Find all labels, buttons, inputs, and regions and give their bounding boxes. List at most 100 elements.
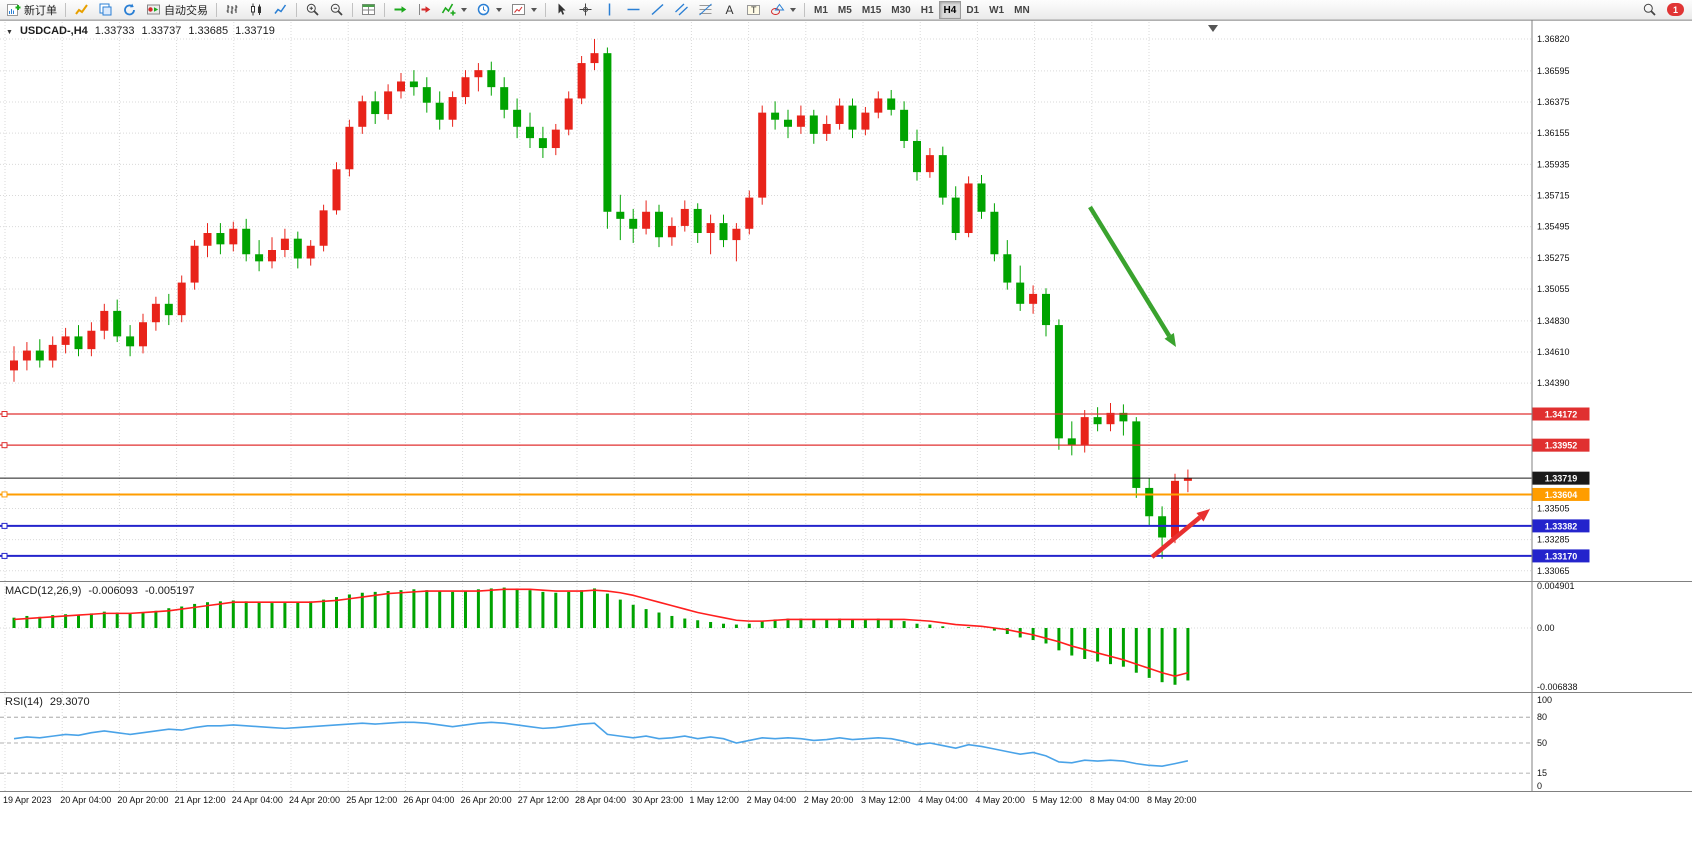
time-axis-label[interactable]: 3 May 12:00: [861, 795, 911, 805]
support-line-1-handle[interactable]: [1, 522, 8, 529]
price-axis-label[interactable]: 1.35055: [1537, 284, 1570, 294]
chart-canvas[interactable]: 19 Apr 2023 20 Apr 04:00 20 Apr 20:00 21 Ap…: [0, 20, 1692, 851]
time-axis-label[interactable]: 5 May 12:00: [1033, 795, 1083, 805]
trendline-icon: [651, 3, 664, 16]
crosshair-button[interactable]: [574, 1, 597, 19]
timeframe-mn-button[interactable]: MN: [1009, 1, 1035, 19]
channel-button[interactable]: [670, 1, 693, 19]
timeframe-h1-button[interactable]: H1: [916, 1, 939, 19]
support-line-2-handle[interactable]: [1, 552, 8, 559]
timeframe-h4-button[interactable]: H4: [938, 1, 962, 20]
time-axis-label[interactable]: 28 Apr 04:00: [575, 795, 626, 805]
price-axis-label[interactable]: 1.35935: [1537, 159, 1570, 169]
autotrading-button[interactable]: 自动交易: [142, 1, 212, 19]
periods-button[interactable]: [472, 1, 506, 19]
rsi-axis-label[interactable]: 0: [1537, 781, 1542, 791]
timeframe-m5-button[interactable]: M5: [833, 1, 857, 19]
candle-body: [474, 70, 483, 78]
price-axis-label[interactable]: 1.35715: [1537, 190, 1570, 200]
rsi-axis-label[interactable]: 15: [1537, 768, 1547, 778]
notification-badge[interactable]: 1: [1667, 3, 1684, 16]
auto-scroll-button[interactable]: [389, 1, 412, 19]
time-axis-label[interactable]: 21 Apr 12:00: [175, 795, 226, 805]
text-button[interactable]: A: [718, 1, 741, 19]
price-axis-label[interactable]: 1.34390: [1537, 378, 1570, 388]
horizontal-line-button[interactable]: [622, 1, 645, 19]
line-chart-button[interactable]: [269, 1, 292, 19]
rsi-axis-label[interactable]: 100: [1537, 695, 1552, 705]
price-axis-label[interactable]: 1.33285: [1537, 535, 1570, 545]
ohlc-open-value: 1.33733: [94, 25, 135, 37]
time-axis-label[interactable]: 30 Apr 23:00: [632, 795, 683, 805]
cursor-button[interactable]: [550, 1, 573, 19]
timeframe-w1-button[interactable]: W1: [984, 1, 1009, 19]
time-axis-label[interactable]: 20 Apr 20:00: [117, 795, 168, 805]
vertical-line-button[interactable]: [598, 1, 621, 19]
indicators-button[interactable]: [437, 1, 471, 19]
price-axis-label[interactable]: 1.36595: [1537, 66, 1570, 76]
timeframe-m1-button[interactable]: M1: [809, 1, 833, 19]
time-axis-label[interactable]: 2 May 20:00: [804, 795, 854, 805]
time-axis-label[interactable]: 4 May 04:00: [918, 795, 968, 805]
price-axis-label[interactable]: 1.33065: [1537, 566, 1570, 576]
candle-body: [1080, 417, 1089, 446]
macd-axis-label[interactable]: -0.006838: [1537, 682, 1578, 692]
symbol-dropdown-icon[interactable]: ▼: [6, 29, 13, 36]
candlestick-chart-button[interactable]: [245, 1, 268, 19]
search-button[interactable]: [1638, 1, 1661, 19]
price-axis-label[interactable]: 1.33505: [1537, 503, 1570, 513]
zoom-out-button[interactable]: [325, 1, 348, 19]
chart-shift-button[interactable]: [413, 1, 436, 19]
time-axis-label[interactable]: 19 Apr 2023: [3, 795, 52, 805]
time-axis-label[interactable]: 27 Apr 12:00: [518, 795, 569, 805]
timeframe-d1-button[interactable]: D1: [961, 1, 984, 19]
time-axis-label[interactable]: 1 May 12:00: [689, 795, 739, 805]
macd-axis-label[interactable]: 0.00: [1537, 623, 1555, 633]
label-button[interactable]: T: [742, 1, 765, 19]
time-axis-label[interactable]: 26 Apr 20:00: [461, 795, 512, 805]
time-axis-label[interactable]: 26 Apr 04:00: [403, 795, 454, 805]
data-window-button[interactable]: [94, 1, 117, 19]
candle-body: [139, 322, 147, 347]
bar-chart-button[interactable]: [221, 1, 244, 19]
bar-chart-icon: [226, 5, 238, 14]
refresh-button[interactable]: [118, 1, 141, 19]
time-axis-label[interactable]: 24 Apr 04:00: [232, 795, 283, 805]
candle-body: [500, 87, 509, 110]
resistance-line-1-handle[interactable]: [1, 411, 8, 418]
templates-button[interactable]: [507, 1, 541, 19]
rsi-axis-label[interactable]: 80: [1537, 712, 1547, 722]
green-trend-arrow[interactable]: [1088, 205, 1172, 338]
time-axis-label[interactable]: 8 May 04:00: [1090, 795, 1140, 805]
time-axis-label[interactable]: 20 Apr 04:00: [60, 795, 111, 805]
price-axis-label[interactable]: 1.34830: [1537, 316, 1570, 326]
time-axis-label[interactable]: 8 May 20:00: [1147, 795, 1197, 805]
rsi-axis-label[interactable]: 50: [1537, 738, 1547, 748]
market-watch-button[interactable]: [70, 1, 93, 19]
red-bounce-arrow[interactable]: [1150, 515, 1202, 559]
trendline-button[interactable]: [646, 1, 669, 19]
chart-shift-marker[interactable]: [1208, 25, 1218, 32]
resistance-line-2-handle[interactable]: [1, 442, 8, 449]
time-axis-label[interactable]: 25 Apr 12:00: [346, 795, 397, 805]
price-axis-label[interactable]: 1.36155: [1537, 128, 1570, 138]
price-axis-label[interactable]: 1.36375: [1537, 97, 1570, 107]
timeframe-m30-button[interactable]: M30: [886, 1, 915, 19]
macd-main-value: -0.006093: [88, 585, 138, 597]
price-axis-label[interactable]: 1.35275: [1537, 253, 1570, 263]
new-chart-button[interactable]: [357, 1, 380, 19]
fibonacci-button[interactable]: [694, 1, 717, 19]
shapes-button[interactable]: [766, 1, 800, 19]
new-order-button[interactable]: 新订单: [2, 1, 61, 19]
time-axis-label[interactable]: 4 May 20:00: [975, 795, 1025, 805]
timeframe-toolbar: M1 M5 M15 M30 H1 H4 D1 W1 MN: [809, 0, 1035, 20]
price-axis-label[interactable]: 1.35495: [1537, 222, 1570, 232]
timeframe-m15-button[interactable]: M15: [857, 1, 886, 19]
price-axis-label[interactable]: 1.34610: [1537, 347, 1570, 357]
time-axis-label[interactable]: 24 Apr 20:00: [289, 795, 340, 805]
time-axis-label[interactable]: 2 May 04:00: [747, 795, 797, 805]
macd-axis-label[interactable]: 0.004901: [1537, 581, 1575, 591]
pivot-line-handle[interactable]: [1, 491, 8, 498]
price-axis-label[interactable]: 1.36820: [1537, 34, 1570, 44]
zoom-in-button[interactable]: [301, 1, 324, 19]
